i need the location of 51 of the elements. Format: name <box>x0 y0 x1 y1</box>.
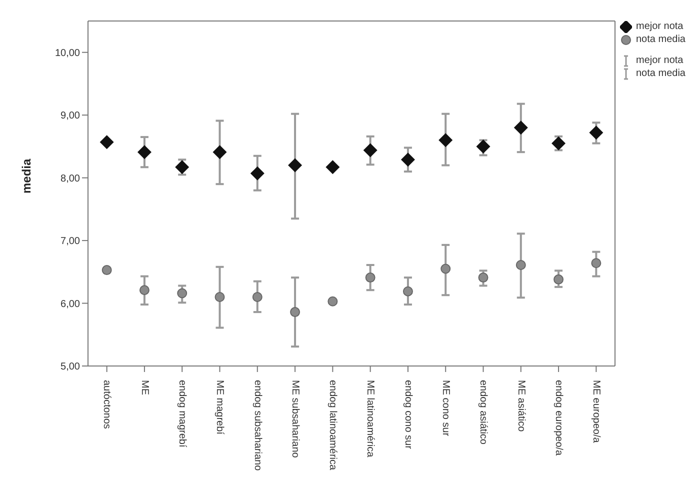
point <box>252 292 262 302</box>
point <box>554 274 564 284</box>
point <box>365 272 376 283</box>
y-tick-label: 9,00 <box>60 110 80 122</box>
x-tick-label: ME subsahariano <box>289 380 300 458</box>
x-tick-label: endog europeo/a <box>552 380 564 456</box>
point <box>591 258 602 268</box>
x-tick-label: autóctonos <box>101 380 112 429</box>
point <box>363 143 378 158</box>
x-tick-label: endog cono sur <box>402 380 414 450</box>
x-tick-label: ME asiático <box>515 380 526 432</box>
point <box>478 272 488 283</box>
point <box>139 285 150 296</box>
point <box>290 307 300 318</box>
x-tick-label: endog latinoamérica <box>327 380 338 470</box>
text: mejor nota <box>636 55 684 66</box>
x-tick-label: endog subsahariano <box>252 380 263 472</box>
text: nota media <box>636 34 686 45</box>
x-tick-label: endog magrebí <box>176 380 188 448</box>
x-tick-label: ME cono sur <box>440 380 451 437</box>
x-tick-label: ME magrebí <box>214 380 226 435</box>
point <box>440 264 451 274</box>
y-tick-label: 7,00 <box>60 236 80 248</box>
legend-label: mejor nota <box>636 20 684 33</box>
point <box>400 152 415 167</box>
x-tick-label: ME europeo/a <box>590 380 602 444</box>
y-tick-label: 6,00 <box>60 298 80 310</box>
point <box>326 160 340 174</box>
y-tick-label: 8,00 <box>60 173 80 184</box>
point <box>476 139 490 154</box>
point <box>250 166 264 180</box>
point <box>438 133 453 148</box>
point <box>288 158 302 172</box>
point <box>214 292 225 302</box>
point <box>589 126 604 140</box>
x-tick-label: ME <box>138 380 150 396</box>
x-tick-label: ME latinoamérica <box>364 380 376 458</box>
legend-label: nota media <box>636 67 686 80</box>
point <box>516 260 526 270</box>
point <box>102 265 112 276</box>
point <box>137 145 152 160</box>
point <box>328 296 338 306</box>
point <box>177 288 188 298</box>
y-axis-title: media <box>19 158 34 194</box>
y-tick-label: 10,00 <box>54 48 80 59</box>
point <box>212 145 227 160</box>
y-tick-label: 5,00 <box>60 362 80 373</box>
point <box>514 120 528 135</box>
point <box>402 286 413 296</box>
point <box>100 135 114 150</box>
x-tick-label: endog asiático <box>478 380 489 445</box>
